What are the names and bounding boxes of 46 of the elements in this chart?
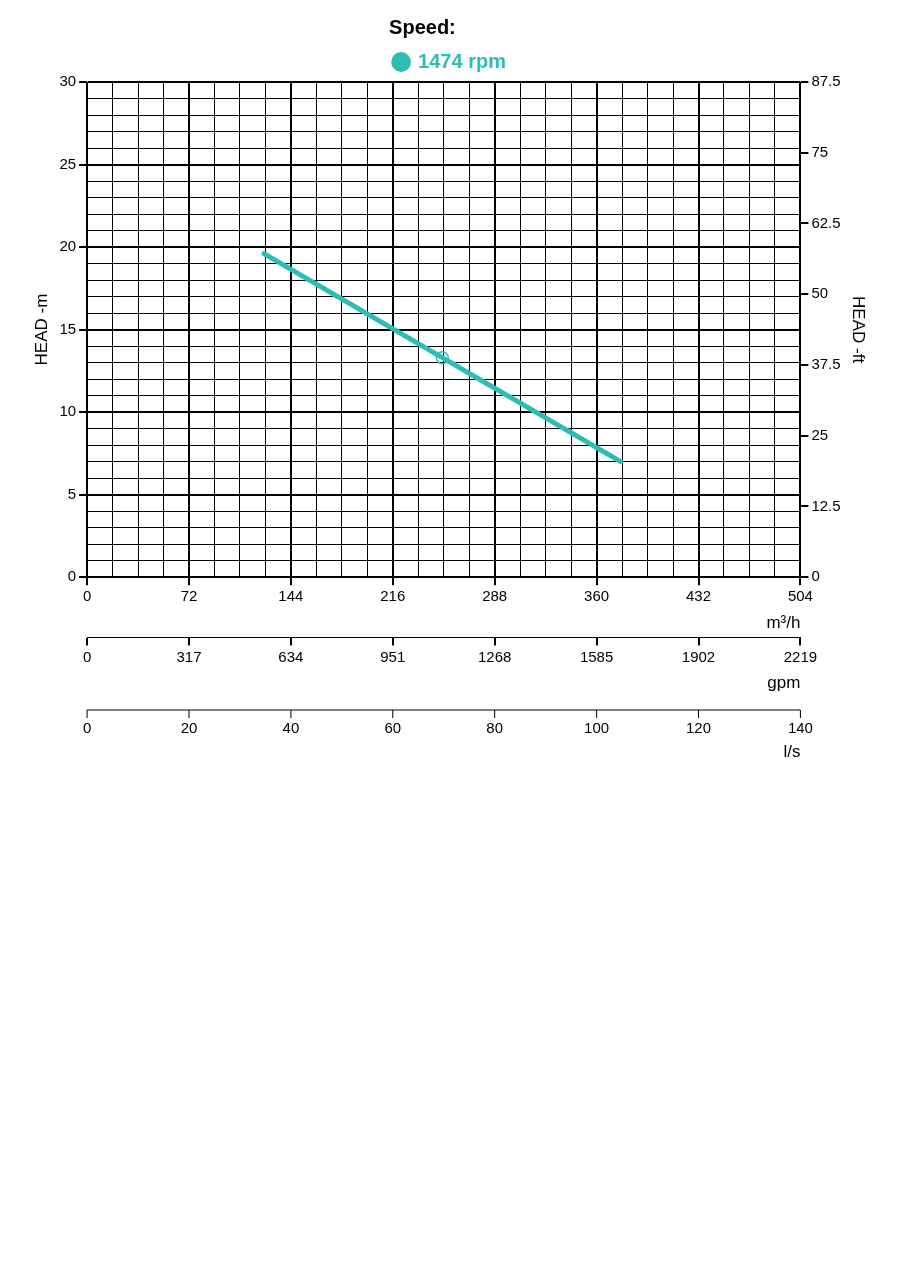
text: l/s — [783, 742, 801, 762]
text: 80 — [486, 718, 504, 736]
x-tick-label: 432 — [685, 587, 712, 605]
x-axis-title: m³/h — [766, 613, 801, 633]
x-tick-label: 144 — [278, 587, 304, 605]
text: 20 — [180, 718, 198, 736]
text: 100 — [584, 718, 610, 736]
y2-tick-label: 50 — [811, 284, 829, 302]
x-tick-label: 216 — [380, 587, 406, 605]
text: 120 — [685, 718, 712, 736]
x2-tick-label: 951 — [380, 647, 406, 665]
x2-tick-label: 634 — [278, 647, 304, 665]
legend-title: Speed: — [389, 15, 456, 38]
y-tick-label: 25 — [59, 154, 77, 172]
x2-axis-title: gpm — [767, 673, 801, 693]
text: 0 — [82, 718, 92, 736]
y2-tick-label: 75 — [811, 142, 829, 160]
x-tick-label: 288 — [482, 587, 508, 605]
y2-tick-label: 12.5 — [811, 496, 841, 514]
y-tick-label: 10 — [59, 402, 77, 420]
y-tick-label: 0 — [67, 567, 77, 585]
text: 60 — [384, 718, 402, 736]
y-tick-label: 20 — [59, 237, 77, 255]
x-tick-label: 504 — [787, 587, 813, 605]
y-tick-label: 5 — [67, 484, 77, 502]
x-tick-label: 360 — [584, 587, 610, 605]
y2-tick-label: 62.5 — [811, 213, 841, 231]
x2-tick-label: 317 — [176, 647, 202, 665]
text: 140 — [787, 718, 813, 736]
x2-tick-label: 2219 — [783, 647, 818, 665]
y2-tick-label: 37.5 — [811, 355, 841, 373]
y2-tick-label: 0 — [811, 567, 820, 585]
legend-label: 1474 rpm — [418, 49, 506, 72]
y2-axis-title: HEAD -ft — [849, 296, 869, 364]
y2-tick-label: 87.5 — [811, 72, 841, 90]
y-tick-label: 15 — [59, 319, 77, 337]
x-tick-label: 0 — [82, 587, 92, 605]
y-axis-title: HEAD -m — [31, 293, 51, 366]
x2-tick-label: 0 — [82, 647, 92, 665]
x2-tick-label: 1585 — [579, 647, 614, 665]
x-tick-label: 72 — [180, 587, 198, 605]
x2-tick-label: 1902 — [681, 647, 716, 665]
text: 40 — [282, 718, 300, 736]
x2-tick-label: 1268 — [478, 647, 512, 665]
y2-tick-label: 25 — [811, 425, 829, 443]
y-tick-label: 30 — [59, 72, 77, 90]
